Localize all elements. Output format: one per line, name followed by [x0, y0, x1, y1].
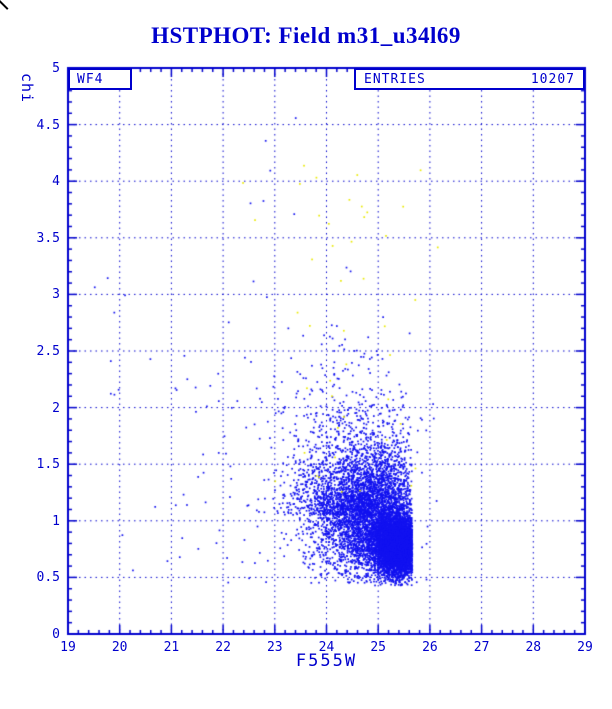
x-tick-label: 29: [577, 640, 593, 655]
y-tick-label: 1.5: [36, 457, 60, 473]
x-tick-label: 21: [163, 640, 180, 655]
entries-stat-box: ENTRIES 10207: [354, 68, 585, 90]
x-tick-label: 24: [318, 640, 335, 655]
camera-label: WF4: [77, 71, 104, 87]
x-tick-label: 20: [111, 640, 128, 655]
x-tick-label: 23: [266, 640, 283, 655]
y-tick-label: 0.5: [36, 570, 60, 586]
y-tick-label: 3.5: [36, 230, 60, 246]
y-tick-label: 1: [52, 513, 60, 529]
y-tick-label: 2: [52, 400, 60, 416]
y-tick-label: 5: [52, 61, 60, 76]
page-title: HSTPHOT: Field m31_u34l69: [151, 23, 461, 48]
entries-value: 10207: [530, 71, 575, 87]
y-tick-label: 0: [52, 627, 60, 642]
y-tick-label: 4: [52, 174, 60, 190]
x-tick-label: 19: [60, 640, 76, 655]
x-tick-label: 28: [525, 640, 542, 655]
y-tick-label: 2.5: [36, 344, 60, 359]
x-tick-label: 27: [473, 640, 490, 655]
x-tick-label: 22: [215, 640, 231, 655]
y-tick-label: 3: [52, 287, 60, 303]
x-tick-label: 25: [370, 640, 387, 655]
y-tick-label: 4.5: [36, 117, 60, 133]
camera-label-box: WF4: [68, 68, 132, 90]
entries-label: ENTRIES: [364, 71, 426, 87]
x-tick-label: 26: [422, 640, 438, 655]
x-axis-label: F555W: [295, 651, 358, 671]
